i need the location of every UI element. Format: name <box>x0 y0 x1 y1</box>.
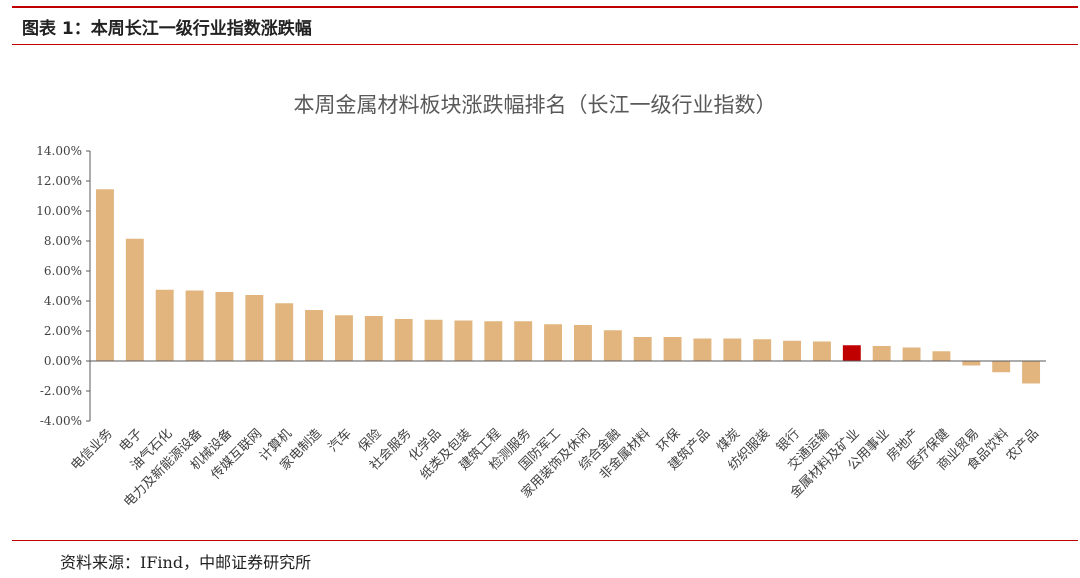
header-rule <box>12 44 1078 45</box>
bar <box>275 303 294 361</box>
bar <box>125 238 144 361</box>
bar <box>992 361 1011 373</box>
bottom-rule <box>12 540 1078 541</box>
bar <box>1022 361 1041 384</box>
bar <box>514 321 533 361</box>
bar <box>812 341 831 361</box>
bar <box>932 351 951 361</box>
x-tick-label: 汽车 <box>325 426 355 456</box>
bar <box>484 321 503 361</box>
bar <box>424 319 443 361</box>
y-axis: 14.00% 12.00% 10.00% 8.00% 6.00% 4.00% 2.00% 0.… <box>36 144 91 428</box>
bar <box>753 339 772 361</box>
y-tick-label: 2.00% <box>44 324 82 338</box>
y-tick-label: 8.00% <box>44 234 82 248</box>
bar <box>245 295 264 361</box>
y-tick-label: 12.00% <box>36 174 82 188</box>
bar <box>155 289 174 361</box>
bar <box>394 319 413 361</box>
figure-label: 图表 1：本周长江一级行业指数涨跌幅 <box>22 19 312 39</box>
bar <box>693 338 712 361</box>
y-tick-label: 0.00% <box>44 354 82 368</box>
bar <box>454 320 473 361</box>
bar <box>364 316 383 361</box>
top-rule <box>12 6 1078 8</box>
bar <box>633 337 652 361</box>
bar <box>573 325 592 361</box>
bar <box>185 290 204 361</box>
x-tick-label: 电信业务 <box>68 426 116 474</box>
bar <box>215 292 234 361</box>
bar <box>962 361 981 366</box>
bar <box>663 337 682 361</box>
bar <box>603 330 622 361</box>
bar <box>723 338 742 361</box>
bar <box>305 310 324 361</box>
bar <box>544 324 563 361</box>
chart-title: 本周金属材料板块涨跌幅排名（长江一级行业指数） <box>294 93 777 117</box>
source-note: 资料来源：IFind，中邮证券研究所 <box>60 553 312 572</box>
x-tick-label: 农产品 <box>1004 426 1042 464</box>
chart-container: 本周金属材料板块涨跌幅排名（长江一级行业指数） 14.00% 12.00% 10.0… <box>0 60 1080 530</box>
y-tick-label: 6.00% <box>44 264 82 278</box>
bar <box>334 315 353 361</box>
y-tick-label: -2.00% <box>40 384 82 398</box>
y-tick-label: 14.00% <box>36 144 82 158</box>
bar <box>902 347 921 361</box>
bars <box>95 189 1041 384</box>
bar <box>842 345 861 361</box>
bar <box>872 346 891 361</box>
y-tick-label: 10.00% <box>36 204 82 218</box>
bar <box>95 189 114 361</box>
bar <box>783 340 802 361</box>
y-tick-label: 4.00% <box>44 294 82 308</box>
bar-chart: 本周金属材料板块涨跌幅排名（长江一级行业指数） 14.00% 12.00% 10.0… <box>36 93 1046 511</box>
y-tick-label: -4.00% <box>40 414 82 428</box>
